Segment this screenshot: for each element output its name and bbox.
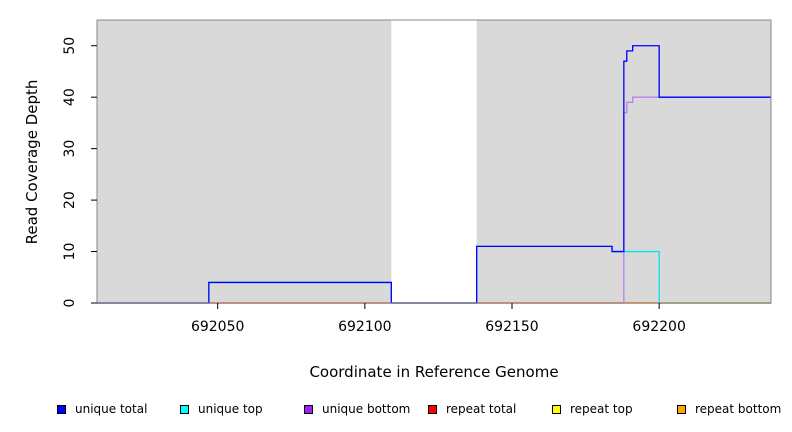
legend-item-unique-bottom: unique bottom [304, 400, 410, 418]
y-tick-label: 40 [62, 88, 78, 106]
legend-swatch [57, 404, 66, 414]
y-tick-label: 50 [62, 37, 78, 55]
legend-item-repeat-total: repeat total [428, 400, 516, 418]
legend-item-repeat-top: repeat top [552, 400, 633, 418]
legend-swatch [552, 404, 561, 414]
legend-label: unique bottom [322, 402, 411, 416]
coverage-chart: 692050 692100 692150 692200 0 10 20 30 40 50 Coo… [23, 19, 772, 381]
x-axis: 692050 692100 692150 692200 [191, 303, 686, 335]
legend-swatch [677, 404, 686, 414]
x-axis-title: Coordinate in Reference Genome [309, 363, 558, 381]
legend-label: unique total [75, 402, 148, 416]
y-tick-label: 30 [62, 140, 78, 158]
legend: unique total unique top unique bottom repea… [0, 400, 792, 420]
legend-swatch [180, 404, 189, 414]
x-tick-label: 692050 [191, 319, 244, 335]
y-axis: 0 10 20 30 40 50 [62, 37, 97, 308]
legend-label: repeat top [570, 402, 633, 416]
x-tick-label: 692100 [338, 319, 391, 335]
legend-item-unique-total: unique total [57, 400, 147, 418]
x-tick-label: 692200 [632, 319, 685, 335]
legend-item-unique-top: unique top [180, 400, 263, 418]
gap-region-0 [391, 20, 477, 303]
series-line-unique-total [97, 45, 771, 304]
gap-regions [391, 20, 477, 303]
y-tick-label: 0 [62, 299, 78, 308]
legend-swatch [304, 404, 313, 414]
legend-label: repeat total [446, 402, 517, 416]
legend-item-repeat-bottom: repeat bottom [677, 400, 781, 418]
x-tick-label: 692150 [485, 319, 538, 335]
legend-label: repeat bottom [695, 402, 782, 416]
plot-border [96, 19, 772, 304]
plot-frame [96, 19, 772, 304]
y-axis-title: Read Coverage Depth [23, 80, 41, 245]
legend-swatch [428, 404, 437, 414]
series-line-unique-bottom [97, 96, 771, 304]
y-tick-label: 20 [62, 191, 78, 209]
legend-label: unique top [198, 402, 263, 416]
y-tick-label: 10 [62, 243, 78, 261]
